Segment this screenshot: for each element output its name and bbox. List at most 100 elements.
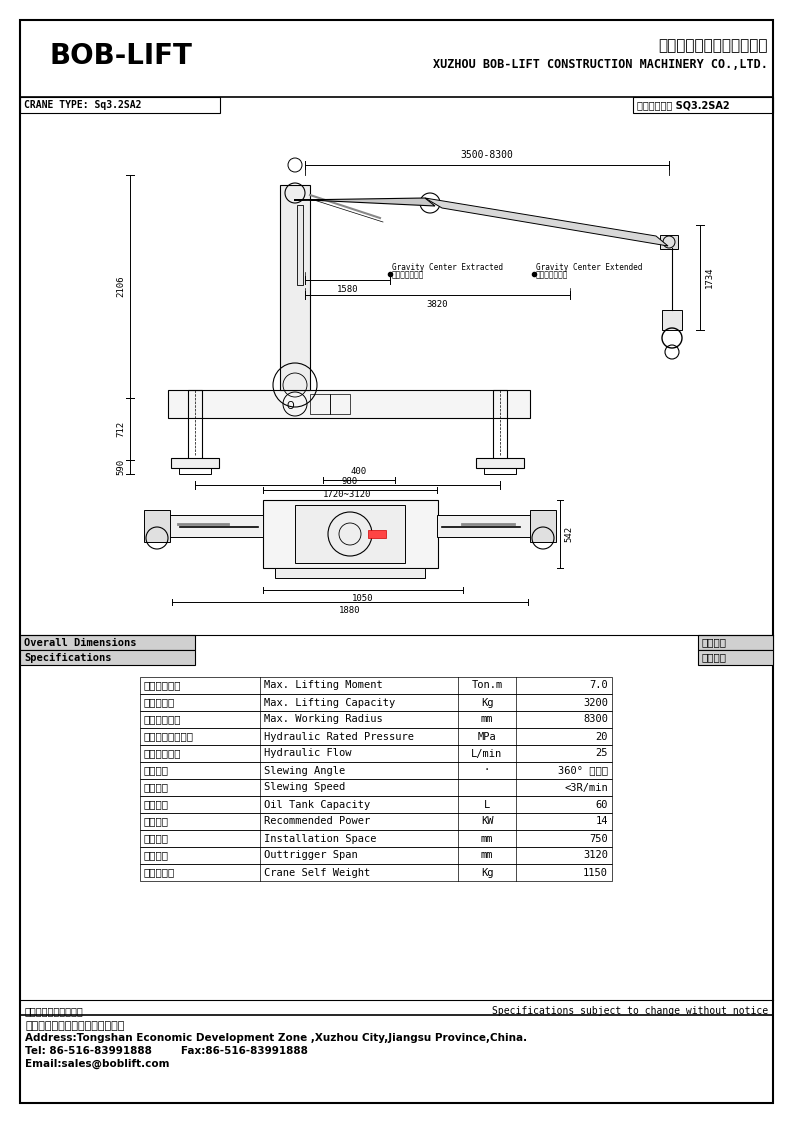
Text: 全伸出重心位置: 全伸出重心位置 bbox=[536, 270, 569, 279]
Text: 980: 980 bbox=[342, 477, 358, 486]
Text: <3R/min: <3R/min bbox=[565, 783, 608, 793]
Text: Gravity Center Extended: Gravity Center Extended bbox=[536, 263, 642, 272]
Text: Kg: Kg bbox=[481, 867, 493, 877]
Polygon shape bbox=[425, 198, 668, 246]
Text: Slewing Speed: Slewing Speed bbox=[264, 783, 345, 793]
Text: 2106: 2106 bbox=[116, 276, 125, 298]
Text: 液压系统流量: 液压系统流量 bbox=[144, 749, 182, 758]
Text: O: O bbox=[286, 401, 294, 411]
Text: 技术参数: 技术参数 bbox=[702, 652, 727, 663]
Bar bbox=[168, 390, 530, 418]
Text: mm: mm bbox=[481, 850, 493, 860]
Bar bbox=[368, 530, 386, 538]
Text: 750: 750 bbox=[589, 833, 608, 843]
Text: Specifications: Specifications bbox=[24, 652, 112, 663]
Text: 外形尺尸: 外形尺尸 bbox=[702, 638, 727, 648]
Bar bbox=[437, 515, 532, 537]
Bar bbox=[295, 505, 405, 563]
Bar bbox=[280, 185, 310, 390]
Text: 安装空间: 安装空间 bbox=[144, 833, 169, 843]
Text: 1880: 1880 bbox=[339, 606, 361, 615]
Text: 60: 60 bbox=[596, 800, 608, 810]
Text: Overall Dimensions: Overall Dimensions bbox=[24, 638, 136, 648]
Text: 徐州巴布工程机械有限公司: 徐州巴布工程机械有限公司 bbox=[658, 38, 768, 53]
Text: 技术更改恕不另行通知: 技术更改恕不另行通知 bbox=[25, 1006, 84, 1016]
Text: 支腿距距: 支腿距距 bbox=[144, 850, 169, 860]
Text: 起重机自重: 起重机自重 bbox=[144, 867, 175, 877]
Text: 8300: 8300 bbox=[583, 714, 608, 724]
Bar bbox=[662, 310, 682, 330]
Text: CRANE TYPE: Sq3.2SA2: CRANE TYPE: Sq3.2SA2 bbox=[24, 100, 141, 110]
Text: 液压系统额定压力: 液压系统额定压力 bbox=[144, 731, 194, 741]
Bar bbox=[140, 796, 612, 813]
Bar bbox=[140, 763, 612, 779]
Bar bbox=[310, 394, 330, 414]
Text: XUZHOU BOB-LIFT CONSTRUCTION MACHINERY CO.,LTD.: XUZHOU BOB-LIFT CONSTRUCTION MACHINERY C… bbox=[433, 58, 768, 71]
Bar bbox=[20, 650, 195, 665]
Text: MPa: MPa bbox=[477, 731, 496, 741]
Bar bbox=[698, 634, 773, 650]
Text: 最大工作半径: 最大工作半径 bbox=[144, 714, 182, 724]
Text: 地址：江苏省徐州市铜山庐开发区: 地址：江苏省徐州市铜山庐开发区 bbox=[25, 1021, 125, 1031]
Text: BOB-LIFT: BOB-LIFT bbox=[50, 42, 193, 70]
Text: 回转角度: 回转角度 bbox=[144, 766, 169, 776]
Text: Slewing Angle: Slewing Angle bbox=[264, 766, 345, 776]
Text: 1150: 1150 bbox=[583, 867, 608, 877]
Text: Tel: 86-516-83991888        Fax:86-516-83991888: Tel: 86-516-83991888 Fax:86-516-83991888 bbox=[25, 1046, 308, 1056]
Text: Installation Space: Installation Space bbox=[264, 833, 377, 843]
Text: 25: 25 bbox=[596, 749, 608, 758]
Text: Kg: Kg bbox=[481, 697, 493, 707]
Text: Max. Lifting Capacity: Max. Lifting Capacity bbox=[264, 697, 395, 707]
Text: 360° 全回转: 360° 全回转 bbox=[558, 766, 608, 776]
Text: 20: 20 bbox=[596, 731, 608, 741]
Text: Hydraulic Rated Pressure: Hydraulic Rated Pressure bbox=[264, 731, 414, 741]
Bar bbox=[140, 745, 612, 763]
Bar bbox=[660, 235, 678, 249]
Text: Address:Tongshan Economic Development Zone ,Xuzhou City,Jiangsu Province,China.: Address:Tongshan Economic Development Zo… bbox=[25, 1033, 527, 1043]
Text: Gravity Center Extracted: Gravity Center Extracted bbox=[392, 263, 503, 272]
Bar bbox=[330, 394, 350, 414]
Text: L: L bbox=[484, 800, 490, 810]
Text: 3200: 3200 bbox=[583, 697, 608, 707]
Text: 回转速度: 回转速度 bbox=[144, 783, 169, 793]
Bar bbox=[140, 711, 612, 728]
Text: L/min: L/min bbox=[471, 749, 503, 758]
Text: 7.0: 7.0 bbox=[589, 681, 608, 691]
Bar bbox=[140, 864, 612, 882]
Text: Crane Self Weight: Crane Self Weight bbox=[264, 867, 370, 877]
Bar bbox=[140, 728, 612, 745]
Bar bbox=[476, 458, 524, 468]
Bar bbox=[633, 97, 773, 113]
Bar bbox=[140, 813, 612, 830]
Text: Specifications subject to change without notice: Specifications subject to change without… bbox=[492, 1006, 768, 1016]
Bar bbox=[530, 510, 556, 542]
Text: 1580: 1580 bbox=[337, 285, 358, 294]
Bar bbox=[20, 634, 195, 650]
Text: 最大起重力矩: 最大起重力矩 bbox=[144, 681, 182, 691]
Bar bbox=[171, 458, 219, 468]
Bar bbox=[484, 468, 516, 474]
Bar bbox=[168, 515, 263, 537]
Bar bbox=[20, 97, 220, 113]
Bar bbox=[140, 779, 612, 796]
Bar bbox=[297, 206, 303, 285]
Text: mm: mm bbox=[481, 714, 493, 724]
Text: Oil Tank Capacity: Oil Tank Capacity bbox=[264, 800, 370, 810]
Text: 起重机型号： SQ3.2SA2: 起重机型号： SQ3.2SA2 bbox=[637, 100, 730, 110]
Text: ·: · bbox=[484, 766, 490, 776]
Text: 590: 590 bbox=[116, 459, 125, 475]
Text: Recommended Power: Recommended Power bbox=[264, 816, 370, 827]
Text: 最大起重量: 最大起重量 bbox=[144, 697, 175, 707]
Text: 1734: 1734 bbox=[705, 267, 714, 289]
Text: 油筒容积: 油筒容积 bbox=[144, 800, 169, 810]
Text: 542: 542 bbox=[564, 526, 573, 542]
Text: Max. Working Radius: Max. Working Radius bbox=[264, 714, 383, 724]
Text: Outtrigger Span: Outtrigger Span bbox=[264, 850, 358, 860]
Text: 3500-8300: 3500-8300 bbox=[461, 150, 513, 159]
Text: 推荐功率: 推荐功率 bbox=[144, 816, 169, 827]
Text: 1720~3120: 1720~3120 bbox=[324, 490, 372, 499]
Text: KW: KW bbox=[481, 816, 493, 827]
Bar bbox=[275, 568, 425, 578]
Bar bbox=[179, 468, 211, 474]
Text: Max. Lifting Moment: Max. Lifting Moment bbox=[264, 681, 383, 691]
